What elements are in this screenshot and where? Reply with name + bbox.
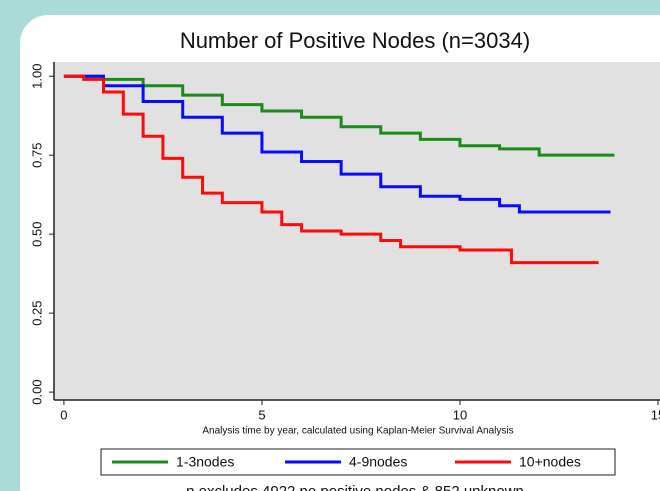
series-line bbox=[63, 74, 611, 214]
x-axis-label: Analysis time by year, calculated using … bbox=[202, 426, 513, 437]
series-line bbox=[63, 74, 615, 157]
y-tick-label: 0.00 bbox=[29, 379, 44, 404]
footnote: n excludes 4922 no positive nodes & 852 … bbox=[186, 483, 524, 491]
x-tick-label: 15 bbox=[651, 407, 660, 422]
legend-label: 1-3nodes bbox=[176, 454, 234, 470]
chart-title: Number of Positive Nodes (n=3034) bbox=[180, 28, 530, 53]
y-tick-label: 0.50 bbox=[29, 222, 44, 247]
x-tick-label: 5 bbox=[258, 407, 265, 422]
plot-area bbox=[54, 62, 660, 400]
x-tick-label: 0 bbox=[60, 407, 67, 422]
series-line bbox=[63, 74, 599, 265]
x-tick-label: 10 bbox=[453, 407, 467, 422]
y-tick-label: 0.25 bbox=[29, 300, 44, 325]
legend-label: 10+nodes bbox=[519, 454, 581, 470]
legend-label: 4-9nodes bbox=[349, 454, 407, 470]
y-tick-label: 1.00 bbox=[29, 64, 44, 89]
legend bbox=[100, 448, 616, 476]
y-tick-label: 0.75 bbox=[29, 143, 44, 168]
